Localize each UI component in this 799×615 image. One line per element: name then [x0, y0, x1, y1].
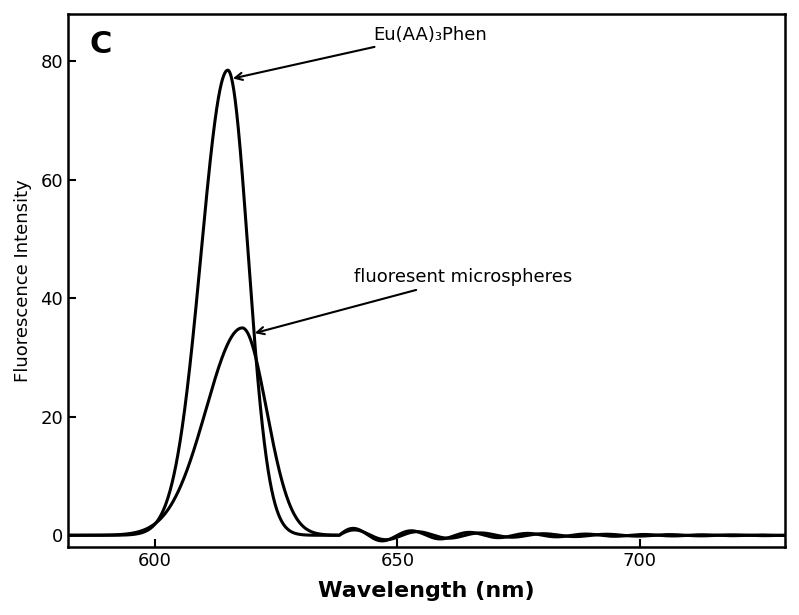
X-axis label: Wavelength (nm): Wavelength (nm) — [318, 581, 535, 601]
Text: fluoresent microspheres: fluoresent microspheres — [257, 268, 572, 334]
Y-axis label: Fluorescence Intensity: Fluorescence Intensity — [14, 179, 32, 382]
Text: C: C — [89, 30, 112, 59]
Text: Eu(AA)₃Phen: Eu(AA)₃Phen — [235, 25, 487, 80]
